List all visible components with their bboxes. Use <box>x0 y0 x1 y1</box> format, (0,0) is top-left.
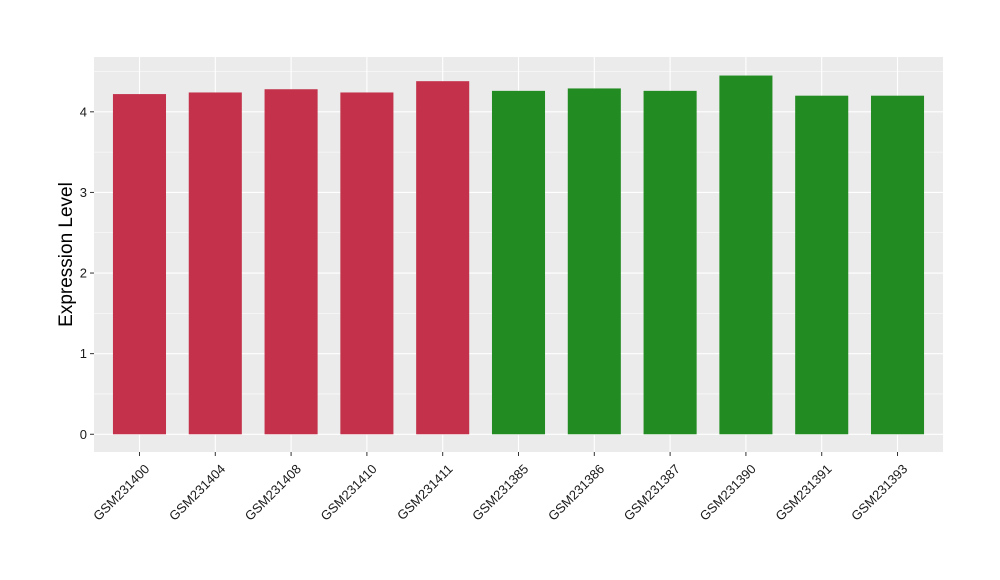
bar <box>264 89 318 435</box>
x-tick-label: GSM231391 <box>772 461 834 523</box>
bar <box>567 88 621 435</box>
y-tick-label: 0 <box>80 427 87 442</box>
y-axis-title: Expression Level <box>56 182 77 327</box>
bar <box>416 81 470 435</box>
bar <box>112 94 167 435</box>
x-tick-label: GSM231404 <box>166 461 228 523</box>
x-tick-label: GSM231390 <box>697 461 759 523</box>
bar <box>188 92 242 435</box>
bar <box>340 92 394 435</box>
x-tick-label: GSM231386 <box>545 461 607 523</box>
x-tick-label: GSM231411 <box>394 461 456 523</box>
bar <box>795 95 849 435</box>
x-tick-label: GSM231387 <box>621 461 683 523</box>
x-tick-label: GSM231408 <box>242 461 304 523</box>
y-tick-label: 2 <box>80 266 87 281</box>
bar <box>491 90 546 435</box>
bar <box>870 95 925 435</box>
bars <box>112 75 925 435</box>
bar <box>719 75 773 435</box>
x-tick-label: GSM231385 <box>469 461 531 523</box>
y-axis: 0 1 2 3 4 <box>80 104 94 442</box>
y-tick-label: 1 <box>80 346 87 361</box>
x-axis: GSM231400 GSM231404 GSM231408 GSM231410 GSM2… <box>90 452 910 524</box>
x-tick-label: GSM231393 <box>848 461 910 523</box>
y-tick-label: 4 <box>80 104 87 119</box>
x-tick-label: GSM231410 <box>318 461 380 523</box>
x-tick-label: GSM231400 <box>90 461 152 523</box>
y-tick-label: 3 <box>80 185 87 200</box>
bar <box>643 90 697 435</box>
